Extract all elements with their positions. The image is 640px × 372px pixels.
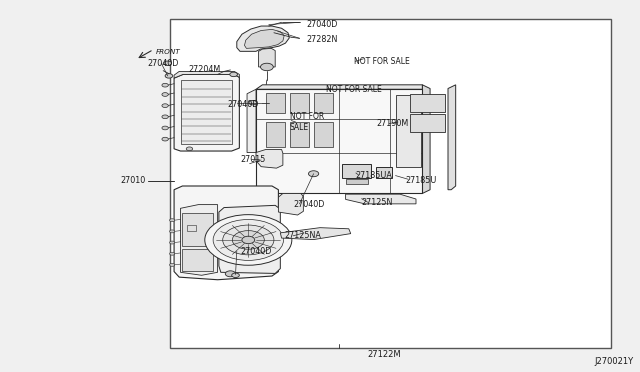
Polygon shape: [174, 74, 239, 151]
Text: 27040D: 27040D: [293, 200, 324, 209]
Circle shape: [249, 100, 257, 105]
Bar: [314, 122, 333, 147]
Circle shape: [260, 63, 273, 71]
Text: NOT FOR SALE: NOT FOR SALE: [354, 57, 410, 66]
Polygon shape: [278, 193, 303, 215]
Circle shape: [162, 126, 168, 130]
Text: 27040D: 27040D: [147, 59, 179, 68]
Circle shape: [162, 115, 168, 119]
Text: 27282N: 27282N: [306, 35, 337, 44]
Text: FRONT: FRONT: [156, 49, 180, 55]
Circle shape: [170, 241, 175, 244]
Bar: [410, 94, 445, 112]
Polygon shape: [259, 48, 275, 67]
Polygon shape: [346, 194, 416, 204]
Circle shape: [162, 93, 168, 96]
Circle shape: [232, 273, 239, 278]
Bar: [182, 249, 213, 271]
Circle shape: [186, 147, 193, 151]
Polygon shape: [244, 29, 284, 48]
Bar: [314, 93, 333, 113]
Polygon shape: [174, 186, 278, 280]
Text: 27185U: 27185U: [406, 176, 437, 185]
Circle shape: [213, 219, 284, 260]
Polygon shape: [256, 150, 283, 168]
Circle shape: [170, 252, 175, 255]
Polygon shape: [280, 228, 351, 240]
Text: 27125NA: 27125NA: [285, 231, 322, 240]
Polygon shape: [422, 85, 430, 193]
Bar: [346, 179, 368, 184]
Circle shape: [165, 74, 173, 78]
Circle shape: [162, 83, 168, 87]
Polygon shape: [448, 85, 456, 190]
Polygon shape: [256, 89, 422, 193]
Polygon shape: [180, 205, 218, 275]
Circle shape: [205, 215, 292, 265]
Circle shape: [170, 219, 175, 222]
Circle shape: [230, 72, 237, 77]
Bar: [410, 114, 445, 132]
Bar: [290, 93, 309, 113]
Text: 27040D: 27040D: [240, 247, 271, 256]
Polygon shape: [174, 71, 239, 78]
Text: 27204M: 27204M: [189, 65, 221, 74]
Circle shape: [242, 236, 255, 244]
Polygon shape: [247, 89, 256, 153]
Bar: [376, 167, 392, 178]
Bar: [170, 19, 611, 348]
Bar: [187, 225, 196, 231]
Circle shape: [162, 104, 168, 108]
Bar: [182, 213, 213, 246]
Circle shape: [223, 225, 274, 255]
Text: 27125N: 27125N: [362, 198, 393, 207]
Circle shape: [170, 230, 175, 233]
Text: 27015: 27015: [240, 155, 266, 164]
Bar: [266, 122, 285, 147]
Circle shape: [308, 171, 319, 177]
Text: 27185UA: 27185UA: [355, 171, 392, 180]
Text: NOT FOR SALE: NOT FOR SALE: [326, 85, 382, 94]
Bar: [342, 164, 371, 178]
Text: 27122M: 27122M: [367, 350, 401, 359]
Text: J270021Y: J270021Y: [595, 357, 634, 366]
Text: 27040D: 27040D: [228, 100, 259, 109]
Circle shape: [225, 271, 236, 277]
Circle shape: [164, 61, 172, 65]
Circle shape: [162, 137, 168, 141]
Polygon shape: [256, 85, 422, 89]
Text: 27040D: 27040D: [306, 20, 337, 29]
Bar: [290, 122, 309, 147]
Polygon shape: [237, 26, 289, 51]
Bar: [266, 93, 285, 113]
Text: 27190M: 27190M: [376, 119, 408, 128]
Circle shape: [170, 263, 175, 266]
Bar: [396, 95, 421, 167]
Polygon shape: [219, 205, 280, 273]
Circle shape: [232, 231, 264, 249]
Text: NOT FOR
SALE: NOT FOR SALE: [290, 112, 324, 132]
Text: 27010: 27010: [120, 176, 145, 185]
Bar: [181, 80, 232, 144]
